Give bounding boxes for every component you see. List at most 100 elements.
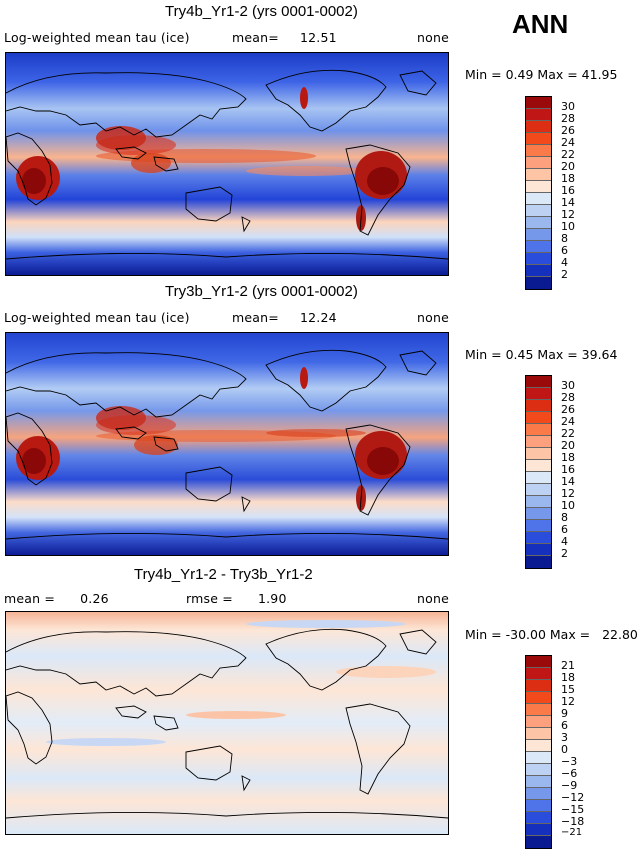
colorbar-swatch <box>526 277 551 289</box>
colorbar-label: 12 <box>561 487 575 500</box>
colorbar-label: 8 <box>561 511 568 524</box>
season-label: ANN <box>512 9 569 39</box>
panel1-mean-value: 12.51 <box>300 30 337 45</box>
colorbar-label: 30 <box>561 379 575 392</box>
colorbar-swatch <box>526 668 551 680</box>
panel3-mean: mean = 0.26 <box>4 591 109 606</box>
colorbar-label: 3 <box>561 731 568 744</box>
panel3-map <box>5 611 449 835</box>
colorbar-swatch <box>526 181 551 193</box>
colorbar-label: 10 <box>561 220 575 233</box>
colorbar-label: 8 <box>561 232 568 245</box>
colorbar-swatch <box>526 376 551 388</box>
panel1-colorbar <box>525 96 552 290</box>
colorbar-label: −21 <box>561 827 583 838</box>
colorbar-swatch <box>526 217 551 229</box>
colorbar-swatch <box>526 448 551 460</box>
colorbar-swatch <box>526 205 551 217</box>
colorbar-swatch <box>526 656 551 668</box>
colorbar-label: 26 <box>561 124 575 137</box>
panel1-minmax: Min = 0.49 Max = 41.95 <box>465 67 618 82</box>
colorbar-label: 9 <box>561 707 568 720</box>
colorbar-label: 0 <box>561 743 568 756</box>
colorbar-swatch <box>526 764 551 776</box>
colorbar-swatch <box>526 400 551 412</box>
colorbar-label: 24 <box>561 136 575 149</box>
colorbar-swatch <box>526 692 551 704</box>
panel1-mean-label: mean= <box>232 30 279 45</box>
panel1-variable: Log-weighted mean tau (ice) <box>4 30 190 45</box>
colorbar-label: 28 <box>561 112 575 125</box>
colorbar-swatch <box>526 265 551 277</box>
colorbar-swatch <box>526 812 551 824</box>
colorbar-label: −6 <box>561 767 578 780</box>
colorbar-swatch <box>526 824 551 836</box>
colorbar-label: 15 <box>561 683 575 696</box>
panel3-rmse: rmse = 1.90 <box>186 591 287 606</box>
colorbar-swatch <box>526 97 551 109</box>
colorbar-swatch <box>526 544 551 556</box>
colorbar-swatch <box>526 424 551 436</box>
colorbar-swatch <box>526 193 551 205</box>
colorbar-label: 18 <box>561 172 575 185</box>
colorbar-swatch <box>526 752 551 764</box>
panel1-mask: none <box>417 30 449 45</box>
colorbar-swatch <box>526 716 551 728</box>
colorbar-swatch <box>526 788 551 800</box>
panel2-minmax: Min = 0.45 Max = 39.64 <box>465 347 618 362</box>
colorbar-swatch <box>526 133 551 145</box>
colorbar-label: 16 <box>561 184 575 197</box>
colorbar-swatch <box>526 496 551 508</box>
colorbar-swatch <box>526 508 551 520</box>
panel2-colorbar <box>525 375 552 569</box>
panel2-mean-label: mean= <box>232 310 279 325</box>
colorbar-swatch <box>526 229 551 241</box>
panel2-title: Try3b_Yr1-2 (yrs 0001-0002) <box>165 283 358 300</box>
colorbar-swatch <box>526 740 551 752</box>
panel3-minmax: Min = -30.00 Max = 22.80 <box>465 627 638 642</box>
colorbar-swatch <box>526 532 551 544</box>
colorbar-label: 6 <box>561 523 568 536</box>
colorbar-swatch <box>526 157 551 169</box>
panel2-map <box>5 332 449 556</box>
colorbar-label: 28 <box>561 391 575 404</box>
colorbar-label: 20 <box>561 439 575 452</box>
colorbar-label: 4 <box>561 535 568 548</box>
panel3-mask: none <box>417 591 449 606</box>
colorbar-swatch <box>526 556 551 568</box>
colorbar-label: 21 <box>561 659 575 672</box>
colorbar-label: 24 <box>561 415 575 428</box>
colorbar-swatch <box>526 253 551 265</box>
colorbar-label: −18 <box>561 815 585 828</box>
colorbar-swatch <box>526 412 551 424</box>
colorbar-swatch <box>526 728 551 740</box>
colorbar-label: 2 <box>561 547 568 560</box>
colorbar-label: −15 <box>561 803 585 816</box>
colorbar-swatch <box>526 436 551 448</box>
colorbar-label: 12 <box>561 208 575 221</box>
panel1-map <box>5 52 449 276</box>
colorbar-label: −9 <box>561 779 578 792</box>
colorbar-label: 20 <box>561 160 575 173</box>
colorbar-label: 18 <box>561 671 575 684</box>
panel1-title: Try4b_Yr1-2 (yrs 0001-0002) <box>165 3 358 20</box>
panel3-title: Try4b_Yr1-2 - Try3b_Yr1-2 <box>134 566 313 583</box>
colorbar-swatch <box>526 460 551 472</box>
colorbar-label: 22 <box>561 148 575 161</box>
colorbar-label: 22 <box>561 427 575 440</box>
colorbar-swatch <box>526 776 551 788</box>
colorbar-swatch <box>526 484 551 496</box>
colorbar-label: 10 <box>561 499 575 512</box>
colorbar-label: 4 <box>561 256 568 269</box>
panel2-mask: none <box>417 310 449 325</box>
colorbar-swatch <box>526 836 551 848</box>
colorbar-swatch <box>526 520 551 532</box>
colorbar-swatch <box>526 121 551 133</box>
colorbar-swatch <box>526 388 551 400</box>
colorbar-swatch <box>526 169 551 181</box>
colorbar-label: 6 <box>561 719 568 732</box>
colorbar-label: 16 <box>561 463 575 476</box>
colorbar-swatch <box>526 145 551 157</box>
colorbar-label: 12 <box>561 695 575 708</box>
colorbar-swatch <box>526 241 551 253</box>
